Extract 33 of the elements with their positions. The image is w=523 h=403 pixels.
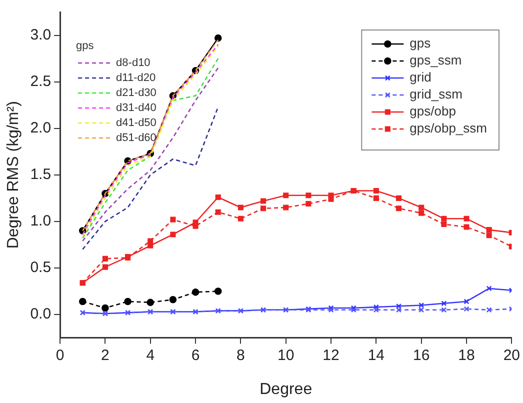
legend-label: gps_ssm [410, 52, 462, 68]
x-tick-label: 0 [56, 346, 64, 364]
legend-label: d11-d20 [116, 72, 156, 84]
y-tick-label: 3.0 [30, 26, 52, 44]
legend-label: grid_ssm [410, 86, 462, 102]
y-axis-title: Degree RMS (kg/m²) [5, 101, 22, 249]
legend-label: grid [410, 70, 432, 85]
legend-title: gps [76, 40, 94, 52]
y-tick-label: 1.0 [30, 212, 52, 230]
x-axis-title: Degree [260, 380, 312, 398]
legend-label: gps/obp [410, 104, 456, 119]
legend-label: gps [410, 36, 432, 51]
legend-label: d31-d40 [116, 102, 156, 114]
legend-label: d41-d50 [116, 117, 156, 130]
x-tick-label: 6 [191, 346, 200, 364]
x-tick-label: 10 [278, 346, 294, 364]
y-tick-label: 1.5 [30, 166, 52, 184]
x-tick-label: 18 [458, 346, 475, 364]
legend-label: d51-d60 [116, 132, 156, 144]
y-tick-label: 0.0 [30, 306, 52, 323]
legend-label: gps/obp_ssm [410, 120, 487, 136]
x-tick-label: 8 [236, 346, 245, 364]
x-tick-label: 12 [322, 346, 340, 364]
x-tick-label: 20 [503, 346, 520, 364]
x-tick-label: 14 [368, 346, 385, 364]
x-tick-label: 2 [101, 346, 110, 364]
legend-label: d21-d30 [116, 87, 156, 100]
legend-label: d8-d10 [116, 57, 150, 70]
x-tick-label: 4 [146, 346, 155, 364]
y-tick-label: 0.5 [30, 259, 52, 276]
y-tick-label: 2.5 [30, 72, 52, 90]
x-tick-label: 16 [412, 346, 430, 364]
y-tick-label: 2.0 [30, 120, 52, 136]
